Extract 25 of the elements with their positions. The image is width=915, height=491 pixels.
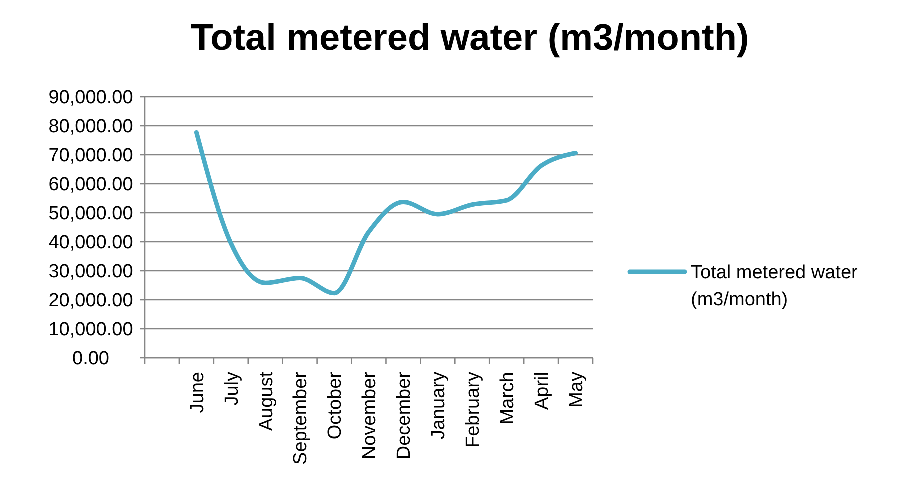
x-tick-label: May <box>566 372 588 408</box>
x-tick-label: July <box>222 372 243 406</box>
x-tick-label: December <box>394 371 416 460</box>
y-tick-label: 30,000.00 <box>48 262 134 283</box>
x-tick-label: March <box>497 372 518 425</box>
y-tick-label: 0.00 <box>72 348 110 370</box>
line-series <box>194 130 578 296</box>
x-tick-label: January <box>428 372 450 440</box>
y-tick-label: 60,000.00 <box>48 174 134 196</box>
x-tick-label: November <box>360 371 381 460</box>
y-tick-label: 10,000.00 <box>48 320 134 341</box>
y-tick-label: 80,000.00 <box>48 116 134 138</box>
y-tick-label: 20,000.00 <box>48 290 134 312</box>
y-tick-label: 50,000.00 <box>48 204 134 225</box>
y-tick-label: 40,000.00 <box>48 232 134 254</box>
chart-title: Total metered water (m3/month) <box>190 17 750 58</box>
x-tick-label: February <box>463 372 484 448</box>
x-tick-label: June <box>187 372 208 414</box>
y-tick-label: 90,000.00 <box>48 88 134 109</box>
legend-label: Total metered water (m3/month) <box>691 262 859 310</box>
x-tick-label: September <box>290 371 312 465</box>
x-tick-label: August <box>256 371 278 432</box>
y-tick-label: 70,000.00 <box>48 146 134 167</box>
x-tick-label: October <box>325 371 346 440</box>
x-tick-label: April <box>532 372 553 410</box>
